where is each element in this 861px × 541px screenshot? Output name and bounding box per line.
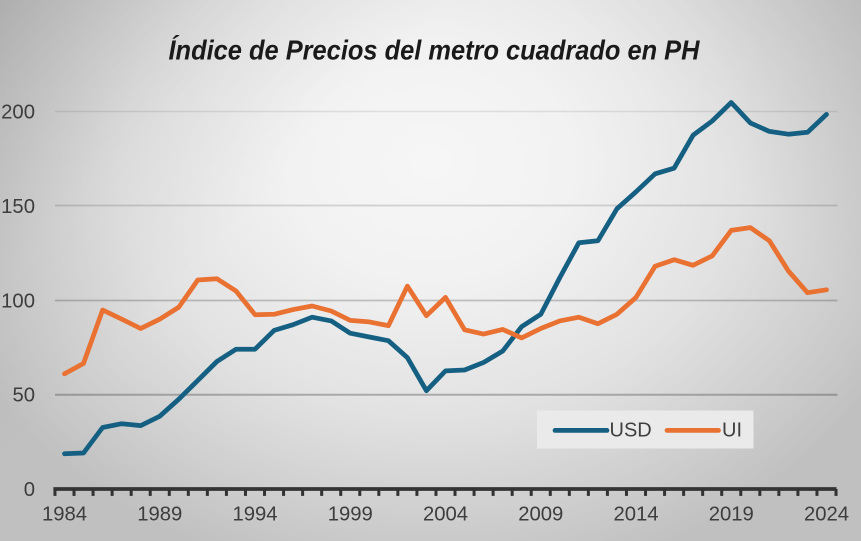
svg-text:2024: 2024	[804, 504, 849, 526]
svg-text:2009: 2009	[518, 504, 563, 526]
svg-text:200: 200	[1, 102, 35, 124]
svg-text:100: 100	[1, 290, 35, 312]
svg-text:1984: 1984	[42, 504, 87, 526]
svg-text:2014: 2014	[613, 504, 658, 526]
svg-text:1989: 1989	[137, 504, 182, 526]
svg-text:150: 150	[1, 196, 35, 218]
svg-text:2004: 2004	[423, 504, 468, 526]
svg-text:2019: 2019	[709, 504, 754, 526]
svg-text:1994: 1994	[232, 504, 277, 526]
svg-text:1999: 1999	[328, 504, 373, 526]
svg-text:50: 50	[12, 385, 35, 407]
svg-text:0: 0	[24, 479, 35, 501]
svg-text:USD: USD	[610, 420, 652, 442]
svg-text:Índice de Precios del metro cu: Índice de Precios del metro cuadrado en …	[169, 35, 701, 66]
svg-text:UI: UI	[722, 420, 742, 442]
